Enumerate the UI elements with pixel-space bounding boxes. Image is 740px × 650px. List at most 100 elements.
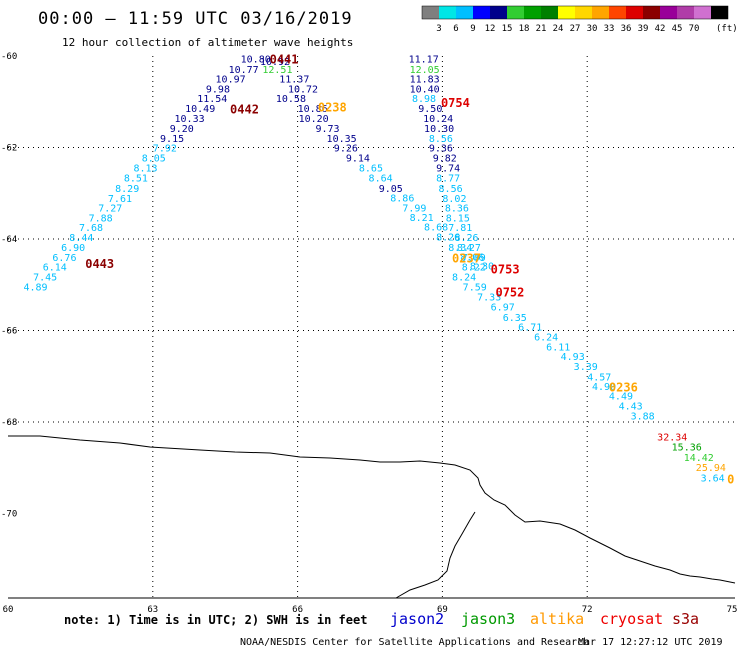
colorbar-swatch <box>609 6 626 19</box>
satellite-legend-altika: altika <box>530 610 584 628</box>
colorbar-label: 27 <box>570 24 581 34</box>
colorbar-swatch <box>660 6 677 19</box>
colorbar-outline <box>421 5 729 20</box>
footer-timestamp: Mar 17 12:27:12 UTC 2019 <box>578 637 723 648</box>
colorbar-label: 42 <box>655 24 666 34</box>
wave-height-value: 7.92 <box>153 144 177 155</box>
wave-height-value: 11.54 <box>197 94 227 105</box>
x-tick-label: 63 <box>147 605 158 615</box>
pass-number-label: 0236 <box>609 380 638 394</box>
wave-height-value: 11.17 <box>409 55 439 66</box>
wave-height-value: 3.88 <box>631 412 655 423</box>
wave-height-value: 10.92 <box>260 57 290 68</box>
footer-note: note: 1) Time is in UTC; 2) SWH is in fe… <box>64 613 367 627</box>
wave-height-value: 7.45 <box>33 273 57 284</box>
wave-height-value: 8.21 <box>410 213 434 224</box>
wave-height-value: 4.90 <box>592 382 616 393</box>
colorbar-label: 6 <box>453 24 458 34</box>
wave-height-value: 9.26 <box>334 144 358 155</box>
satellite-legend-jason3: jason3 <box>461 610 515 628</box>
pass-number-label: 0238 <box>318 100 347 114</box>
wave-height-value: 8.51 <box>124 174 148 185</box>
wave-height-value: 8.06 <box>460 252 484 263</box>
wave-height-value: 8.86 <box>390 193 414 204</box>
colorbar-legend: 3 6 9 12 15 18 21 24 27 30 33 36 39 42 45 70 (ft) <box>421 5 738 34</box>
colorbar-label: 39 <box>638 24 649 34</box>
map-title: 00:00 – 11:59 UTC 03/16/2019 <box>38 9 353 29</box>
wave-height-value: 9.36 <box>429 144 453 155</box>
pass-number-label: 0441 <box>270 53 299 67</box>
pass-labels: 0441 0442 0238 0754 0443 0237 0753 0752 0236 0 <box>85 53 734 487</box>
colorbar-swatch <box>575 6 592 19</box>
wave-height-value: 8.64 <box>369 174 393 185</box>
pass-number-label: 0752 <box>495 286 524 300</box>
wave-height-value: 14.42 <box>684 453 714 464</box>
wave-height-value: 7.59 <box>463 283 487 294</box>
wave-height-value: 10.58 <box>276 94 306 105</box>
wave-height-value: 4.89 <box>23 283 47 294</box>
wave-height-value: 9.20 <box>170 124 194 135</box>
wave-height-value: 8.56 <box>439 184 463 195</box>
colorbar-label: 45 <box>672 24 683 34</box>
wave-height-value: 8.56 <box>429 134 453 145</box>
wave-height-value: 7.68 <box>79 223 103 234</box>
wave-height-value: 12.05 <box>410 65 440 76</box>
wave-height-value: 10.35 <box>327 134 357 145</box>
wave-height-value: 10.20 <box>299 114 329 125</box>
x-tick-label: 66 <box>292 605 303 615</box>
colorbar-swatch <box>490 6 507 19</box>
colorbar-swatch <box>439 6 456 19</box>
wave-height-value: 32.34 <box>657 433 687 444</box>
wave-height-value: 9.50 <box>418 104 442 115</box>
wave-height-value: 10.80 <box>241 55 271 66</box>
wave-height-value: 6.76 <box>52 253 76 264</box>
wave-height-value: 25.94 <box>696 463 726 474</box>
pass-number-label: 0753 <box>491 262 520 276</box>
wave-height-value: 9.82 <box>433 154 457 165</box>
satellite-legend-s3a: s3a <box>672 610 699 628</box>
coastline-main <box>8 435 736 584</box>
wave-height-value: 6.71 <box>518 322 542 333</box>
wave-height-value: 8.65 <box>359 164 383 175</box>
map-subtitle: 12 hour collection of altimeter wave hei… <box>62 36 353 49</box>
wave-height-value: 10.24 <box>423 114 453 125</box>
satellite-legend-cryosat: cryosat <box>600 610 663 628</box>
wave-height-value: 6.14 <box>43 262 67 273</box>
colorbar-unit: (ft) <box>716 24 738 34</box>
colorbar-swatch <box>524 6 541 19</box>
colorbar-label: 9 <box>470 24 475 34</box>
pass-number-label: 0443 <box>85 257 114 271</box>
wave-height-value: 7.27 <box>98 203 122 214</box>
wave-height-value: 8.30 <box>470 262 494 273</box>
colorbar-label: 30 <box>587 24 598 34</box>
colorbar-label: 18 <box>519 24 530 34</box>
pass-number-label: 0442 <box>230 103 259 117</box>
wave-height-value: 8.05 <box>142 154 166 165</box>
wave-height-value: 8.15 <box>446 213 470 224</box>
wave-height-value: 9.15 <box>160 134 184 145</box>
wave-height-value: 11.83 <box>410 74 440 85</box>
colorbar-swatch <box>541 6 558 19</box>
colorbar-swatch <box>694 6 711 19</box>
footer-credit: NOAA/NESDIS Center for Satellite Applica… <box>240 637 589 648</box>
pass-number-label: 0237 <box>452 251 481 265</box>
wave-height-value: 8.26 <box>454 233 478 244</box>
colorbar-swatch <box>626 6 643 19</box>
wave-height-value: 15.36 <box>672 443 702 454</box>
colorbar-label: 3 <box>436 24 441 34</box>
colorbar-label: 33 <box>604 24 615 34</box>
colorbar-swatch <box>473 6 490 19</box>
wave-height-value: 8.22 <box>462 262 486 273</box>
wave-height-value: 12.51 <box>262 65 292 76</box>
wave-height-value: 8.02 <box>442 194 466 205</box>
colorbar-swatch <box>456 6 473 19</box>
wave-height-values: 10.8010.7710.979.9811.5410.4910.339.209.… <box>23 55 725 485</box>
wave-height-value: 6.97 <box>491 302 515 313</box>
wave-height-value: 9.74 <box>436 164 460 175</box>
wave-height-value: 7.09 <box>462 253 486 264</box>
wave-height-value: 8.27 <box>457 243 481 254</box>
y-tick-label: -68 <box>1 418 17 428</box>
satellite-legend: jason2 jason3 altika cryosat s3a <box>390 610 699 628</box>
satellite-legend-jason2: jason2 <box>390 610 444 628</box>
